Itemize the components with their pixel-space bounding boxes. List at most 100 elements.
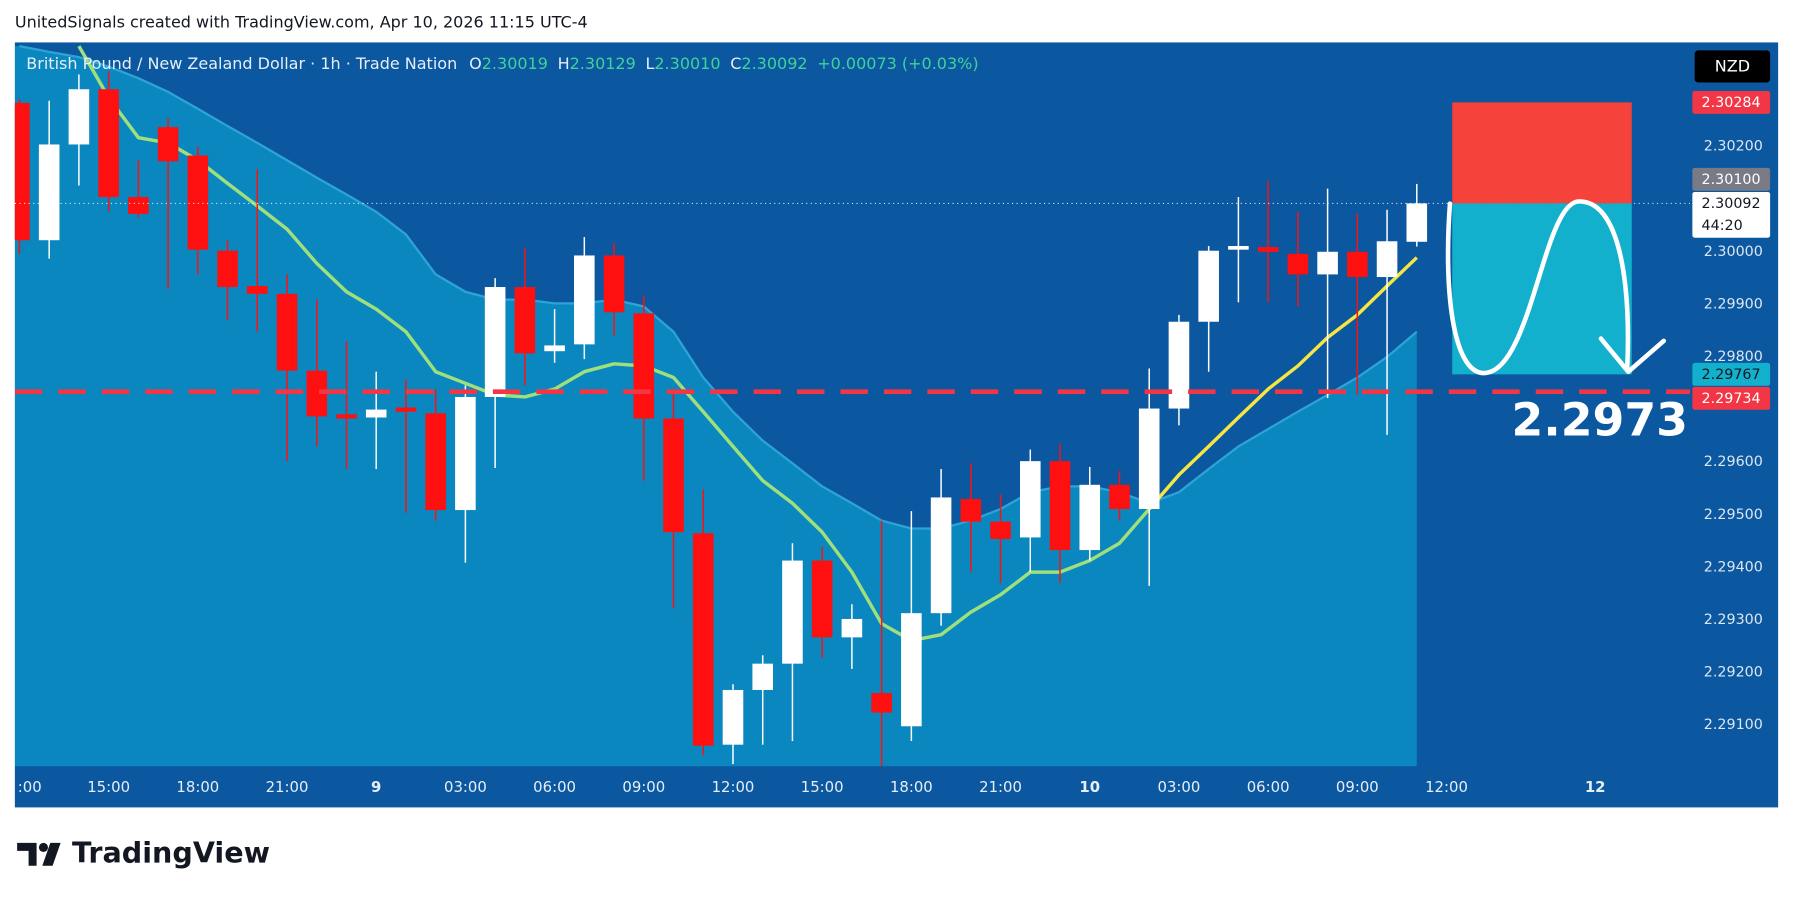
currency-button[interactable] (1694, 50, 1771, 83)
candle-body (1228, 245, 1249, 250)
x-tick-label: 18:00 (176, 778, 219, 796)
x-tick-label: 15:00 (87, 778, 130, 796)
candle-body (128, 197, 149, 214)
x-tick-label: 15:00 (801, 778, 844, 796)
y-tick-label: 2.29100 (1704, 717, 1763, 733)
y-tick-label: 2.29200 (1704, 665, 1763, 681)
candle-body (1138, 408, 1160, 510)
x-tick-label: 21:00 (266, 778, 309, 796)
x-tick-label: 03:00 (1158, 778, 1201, 796)
candle-body (1079, 484, 1101, 551)
y-tick-label: 2.29800 (1704, 349, 1763, 365)
x-tick-label: 03:00 (444, 778, 487, 796)
x-tick-label: 12:00 (712, 778, 755, 796)
y-tick-label: 2.30200 (1704, 139, 1763, 155)
x-tick-label: 09:00 (1336, 778, 1379, 796)
candle-body (663, 418, 684, 533)
candle-body (960, 499, 982, 522)
y-tick-label: 2.29300 (1704, 612, 1763, 628)
x-tick-label: 06:00 (1247, 778, 1290, 796)
candle-body (306, 370, 328, 417)
price-label: 2.30284 (1702, 95, 1761, 111)
annotation: 2.2973 (1512, 394, 1688, 447)
ohlc-label: O (469, 54, 482, 73)
candle-body (901, 613, 922, 727)
x-tick-label: 18:00 (890, 778, 933, 796)
ohlc-value: 2.30010 (654, 54, 720, 73)
candle-body (1376, 241, 1398, 278)
countdown-label: 44:20 (1702, 218, 1743, 234)
y-tick-label: 2.29900 (1704, 296, 1763, 312)
candle-body (514, 287, 536, 354)
x-tick-label: 06:00 (533, 778, 576, 796)
candle-body (395, 407, 417, 412)
candle-body (336, 414, 357, 419)
x-tick-label: 12:00 (1425, 778, 1468, 796)
logo-text: TradingView (72, 835, 270, 869)
candle-body (38, 144, 60, 241)
drawn-arrowhead (1598, 336, 1667, 375)
candle-body (871, 693, 892, 713)
candle-body (692, 533, 714, 746)
candle-body (1317, 251, 1338, 275)
candle-body (1168, 321, 1190, 409)
candle-body (276, 293, 298, 371)
time-axis: :00 15:00 18:00 21:00 9 03:00 06:00 09:00 12:00 1… (18, 778, 1606, 796)
candle-body (782, 560, 803, 664)
candle-body (246, 285, 268, 294)
band-edge (19, 44, 1418, 530)
attribution: UnitedSignals created with TradingView.c… (15, 12, 588, 31)
y-tick-label: 2.30000 (1704, 244, 1763, 260)
x-tick-label: 9 (371, 778, 381, 796)
candle-body (1019, 461, 1041, 538)
candle-body (365, 409, 387, 418)
candle-body (1347, 251, 1368, 278)
candle-body (1257, 247, 1279, 252)
candle-body (1406, 203, 1428, 242)
candle-body (484, 287, 506, 397)
candle-body (574, 255, 595, 345)
candle-body (425, 413, 446, 511)
candle-body (841, 618, 863, 638)
x-tick-label: 21:00 (979, 778, 1022, 796)
candle-body (98, 89, 119, 198)
candle-body (603, 255, 625, 313)
candle-body (990, 521, 1011, 539)
price-axis: 2.29100 2.29200 2.29300 2.29400 2.29500 2.296… (1692, 90, 1771, 733)
price-label-box (1692, 386, 1771, 410)
logo-mark (42, 842, 61, 866)
chart-header: British Pound / New Zealand Dollar · 1h … (26, 54, 978, 73)
candle-body (930, 497, 952, 614)
candle-body (544, 345, 565, 352)
candle-body (722, 689, 744, 745)
logo-mark (38, 842, 49, 853)
ohlc-label: L (645, 54, 654, 73)
logo: TradingView (17, 835, 270, 869)
price-label-box (1692, 167, 1771, 191)
currency-label: NZD (1715, 57, 1750, 76)
drawings: 2.2973 (1445, 199, 1688, 447)
candle-body (14, 102, 30, 241)
candle-body (633, 313, 655, 419)
x-tick-label: 09:00 (622, 778, 665, 796)
moving-average (1147, 256, 1418, 511)
y-tick-label: 2.29600 (1704, 454, 1763, 470)
ohlc-value: 2.30019 (482, 54, 548, 73)
y-tick-label: 2.29500 (1704, 507, 1763, 523)
price-label-box (1692, 90, 1771, 114)
ohlc-label: C (730, 54, 741, 73)
ohlc-label: H (558, 54, 570, 73)
stop-zone (1452, 102, 1632, 204)
ohlc-value: 2.30092 (741, 54, 807, 73)
symbol-title: British Pound / New Zealand Dollar · 1h … (26, 54, 457, 73)
price-label: 2.29767 (1702, 367, 1761, 383)
price-label-box (1692, 191, 1771, 238)
y-tick-label: 2.29400 (1704, 559, 1763, 575)
candle-body (1109, 484, 1130, 510)
price-label: 2.30092 (1702, 196, 1761, 212)
candle-body (752, 663, 774, 690)
candle-body (1198, 250, 1219, 322)
price-label-box (1692, 362, 1771, 386)
